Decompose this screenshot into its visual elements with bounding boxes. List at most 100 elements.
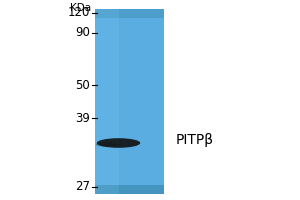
Bar	[94, 134, 164, 135]
Bar	[94, 46, 164, 47]
Bar	[94, 82, 164, 83]
Bar	[94, 177, 164, 178]
Bar	[94, 27, 164, 28]
Bar	[94, 74, 164, 75]
Bar	[94, 120, 164, 121]
Bar	[94, 36, 164, 37]
Bar	[94, 43, 164, 44]
Bar	[94, 50, 164, 51]
Bar	[94, 83, 164, 84]
Bar	[94, 94, 164, 95]
Bar	[94, 93, 164, 94]
Bar	[94, 62, 164, 63]
Bar	[94, 165, 164, 166]
Bar	[94, 179, 164, 180]
Bar	[94, 168, 164, 169]
Bar	[94, 23, 164, 24]
Bar	[94, 12, 164, 13]
Bar	[94, 126, 164, 127]
Bar	[94, 150, 164, 151]
Bar	[94, 41, 164, 42]
Bar	[94, 151, 164, 152]
Bar	[94, 49, 164, 50]
Bar	[94, 100, 164, 101]
Bar	[94, 85, 164, 86]
Bar	[94, 155, 164, 156]
Bar	[94, 29, 164, 30]
Bar	[94, 30, 164, 31]
Bar	[94, 47, 164, 48]
Bar	[94, 15, 164, 16]
Bar	[94, 20, 164, 21]
Bar	[94, 75, 164, 76]
Bar	[94, 181, 164, 182]
Bar	[94, 162, 164, 163]
Bar	[94, 127, 164, 128]
Bar	[94, 81, 164, 82]
Bar	[94, 138, 164, 139]
Bar	[94, 153, 164, 154]
Bar	[94, 102, 164, 103]
Bar	[94, 128, 164, 129]
Bar	[94, 135, 164, 136]
Bar	[94, 35, 164, 36]
Bar	[94, 22, 164, 23]
Bar	[94, 175, 164, 176]
Bar	[94, 146, 164, 147]
Bar	[94, 16, 164, 17]
Bar	[94, 163, 164, 164]
Bar	[94, 72, 164, 73]
Bar	[94, 48, 164, 49]
Bar	[94, 110, 164, 111]
Bar	[94, 172, 164, 173]
Bar	[94, 67, 164, 68]
Bar	[94, 58, 164, 59]
Bar	[94, 160, 164, 161]
Bar	[94, 132, 164, 133]
Bar	[94, 180, 164, 181]
Text: PITPβ: PITPβ	[176, 133, 214, 147]
Bar	[94, 96, 164, 97]
Bar	[94, 53, 164, 54]
Bar	[94, 97, 164, 98]
Text: 90: 90	[75, 26, 90, 40]
Bar	[94, 115, 164, 116]
Text: 27: 27	[75, 180, 90, 194]
Bar	[94, 182, 164, 183]
Bar	[94, 176, 164, 177]
Bar	[94, 106, 164, 107]
Bar	[94, 40, 164, 41]
Bar	[94, 91, 164, 92]
Bar	[94, 137, 164, 138]
Bar	[94, 139, 164, 140]
Bar	[94, 59, 164, 60]
Bar	[94, 11, 164, 12]
Bar	[94, 17, 164, 18]
Bar	[94, 34, 164, 35]
Bar	[94, 174, 164, 175]
Bar	[94, 119, 164, 120]
Bar	[94, 39, 164, 40]
Bar	[94, 117, 164, 118]
Bar	[94, 44, 164, 45]
Bar	[94, 184, 164, 185]
Bar	[94, 187, 164, 188]
Bar	[94, 185, 164, 186]
Bar	[94, 33, 164, 34]
Bar	[94, 101, 164, 102]
Bar	[94, 95, 164, 96]
Bar	[94, 60, 164, 61]
Bar	[94, 116, 164, 117]
Bar	[94, 98, 164, 99]
Bar	[94, 144, 164, 145]
Bar	[94, 84, 164, 85]
Bar	[94, 79, 164, 80]
Bar	[94, 124, 164, 125]
Bar	[94, 114, 164, 115]
Bar	[94, 64, 164, 65]
Bar	[94, 10, 164, 11]
Bar	[94, 152, 164, 153]
Bar	[94, 186, 164, 187]
Bar	[94, 183, 164, 184]
Bar	[94, 173, 164, 174]
